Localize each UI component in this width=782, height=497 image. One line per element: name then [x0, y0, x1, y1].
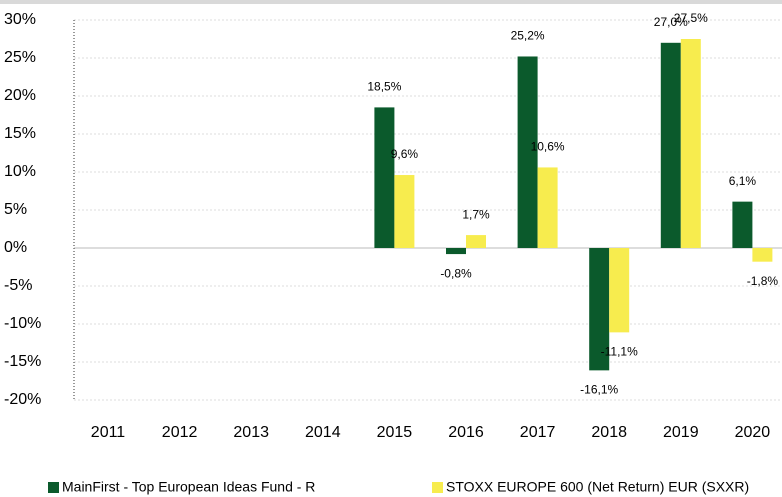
y-tick-label: 10% [4, 163, 36, 180]
y-tick-label: 25% [4, 49, 36, 66]
value-label: 27,0% [654, 15, 688, 29]
x-tick-label: 2012 [162, 424, 198, 441]
value-label: 18,5% [367, 80, 401, 94]
bar [589, 248, 610, 371]
bar [446, 248, 466, 255]
y-tick-label: 30% [4, 11, 36, 28]
top-band [0, 0, 782, 4]
y-tick-label: -15% [4, 353, 41, 370]
bar [374, 107, 395, 249]
x-tick-label: 2017 [520, 424, 556, 441]
legend-label: MainFirst - Top European Ideas Fund - R [62, 479, 315, 495]
y-tick-label: 15% [4, 125, 36, 142]
y-tick-label: 20% [4, 87, 36, 104]
x-tick-label: 2013 [233, 424, 269, 441]
legend-swatch [432, 482, 443, 493]
bar [394, 175, 415, 248]
bar [537, 167, 558, 248]
bar [752, 248, 773, 262]
x-tick-label: 2015 [377, 424, 413, 441]
bar [609, 248, 630, 333]
value-label: 10,6% [531, 140, 565, 154]
value-label: 9,6% [391, 147, 419, 161]
x-tick-label: 2018 [591, 424, 627, 441]
value-label: 27,5% [674, 11, 708, 25]
y-tick-label: -5% [4, 277, 32, 294]
y-tick-label: 5% [4, 201, 27, 218]
x-tick-label: 2016 [448, 424, 484, 441]
legend-swatch [48, 482, 59, 493]
x-tick-label: 2020 [735, 424, 771, 441]
value-label: 1,7% [462, 207, 490, 221]
value-label: 6,1% [729, 174, 757, 188]
x-tick-label: 2014 [305, 424, 341, 441]
value-label: 25,2% [511, 29, 545, 43]
value-label: -0,8% [440, 266, 472, 280]
value-label: -16,1% [580, 383, 618, 397]
value-label: -1,8% [747, 274, 779, 288]
bar [517, 56, 538, 249]
y-tick-label: -10% [4, 315, 41, 332]
x-tick-label: 2019 [663, 424, 699, 441]
bar [660, 42, 681, 248]
legend-label: STOXX EUROPE 600 (Net Return) EUR (SXXR) [446, 479, 749, 495]
y-tick-label: -20% [4, 391, 41, 408]
value-label: -11,1% [601, 345, 638, 359]
y-tick-label: 0% [4, 239, 27, 256]
bar [466, 235, 486, 248]
x-tick-label: 2011 [91, 424, 126, 441]
bar [680, 39, 701, 248]
bar [732, 201, 753, 248]
